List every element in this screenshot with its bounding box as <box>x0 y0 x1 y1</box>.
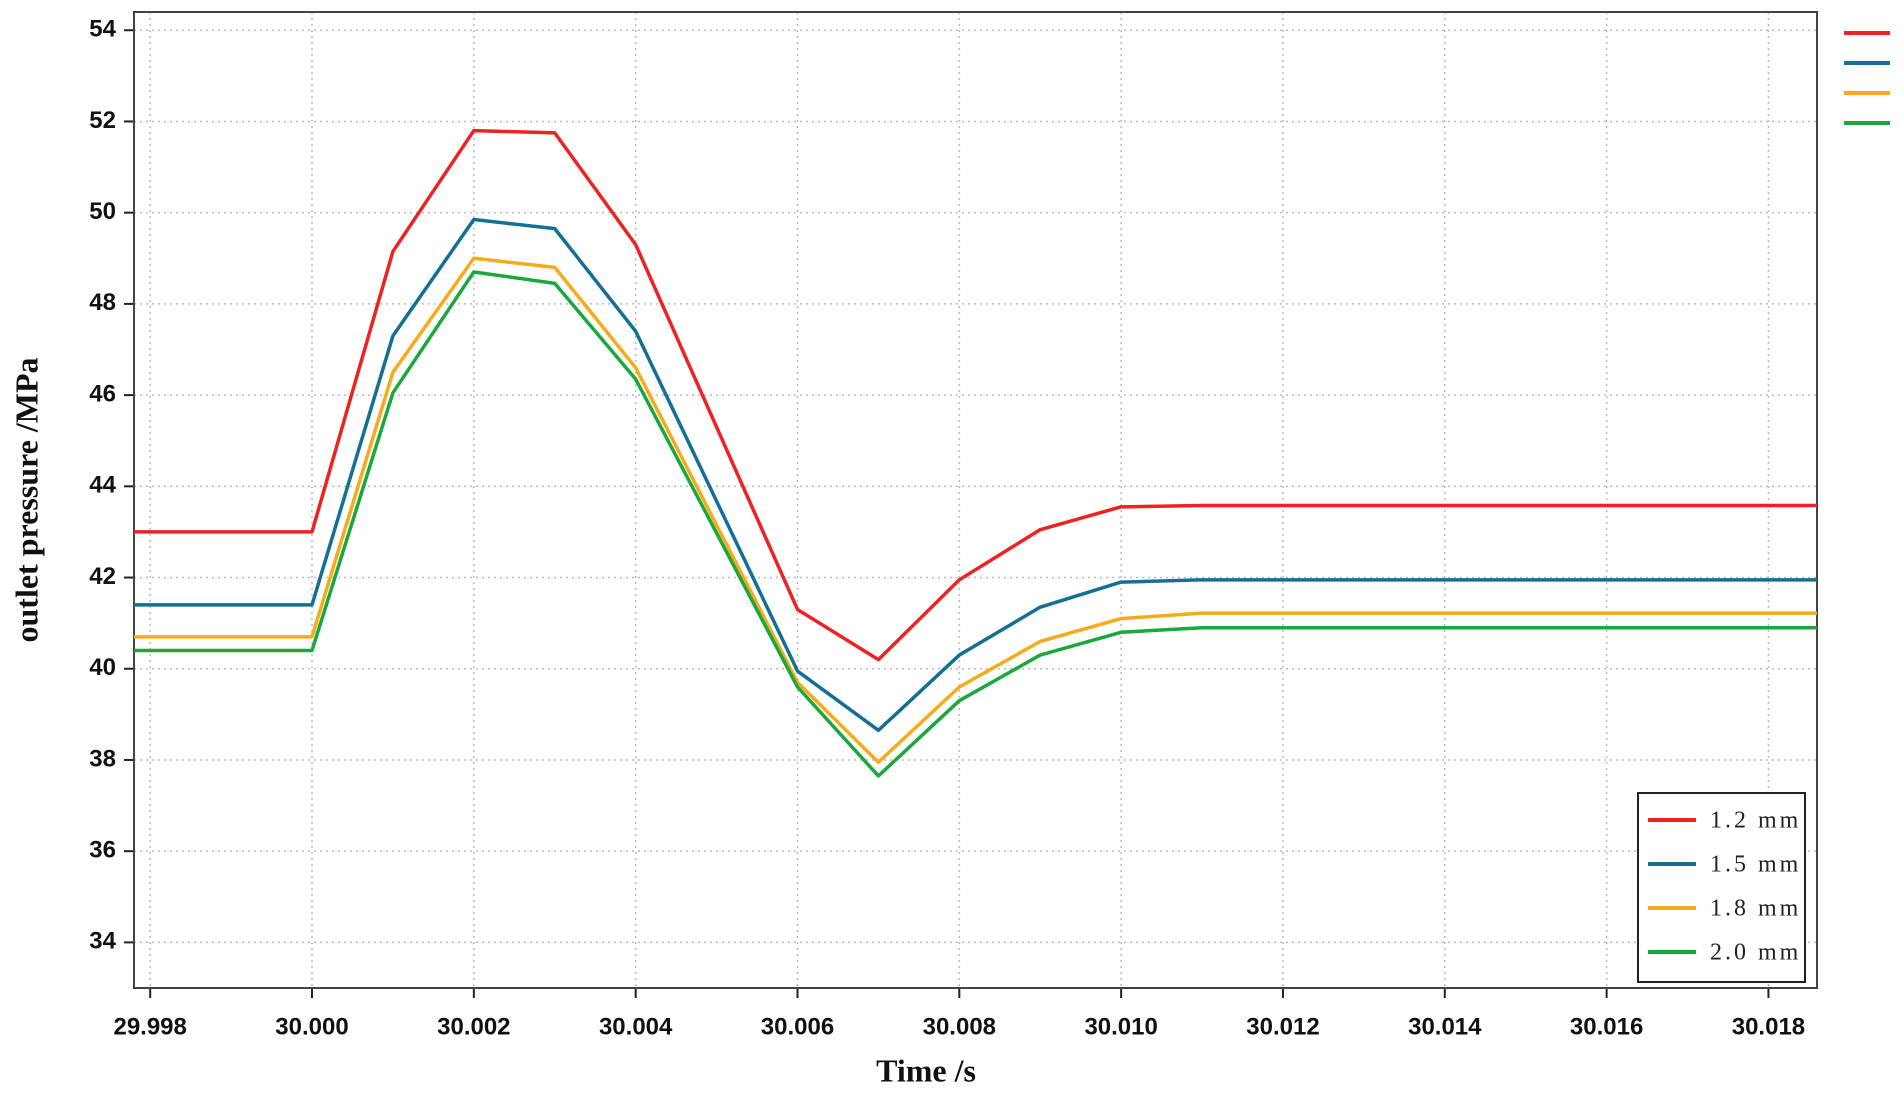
x-tick-label: 30.006 <box>761 1013 834 1040</box>
y-tick-label: 44 <box>89 472 116 499</box>
x-tick-label: 30.016 <box>1570 1013 1643 1040</box>
legend-label: 1.8 mm <box>1710 896 1801 922</box>
legend-label: 1.2 mm <box>1710 808 1801 834</box>
y-tick-label: 40 <box>89 654 116 681</box>
y-tick-label: 42 <box>89 563 116 590</box>
x-tick-label: 30.014 <box>1408 1013 1482 1040</box>
legend-label: 1.5 mm <box>1710 852 1801 878</box>
y-tick-label: 54 <box>89 16 116 43</box>
series-line <box>134 256 1817 764</box>
series-line <box>134 217 1817 733</box>
x-tick-label: 29.998 <box>113 1013 186 1040</box>
y-tick-label: 38 <box>89 745 116 772</box>
y-tick-label: 48 <box>89 289 116 316</box>
x-tick-label: 30.012 <box>1246 1013 1319 1040</box>
x-tick-label: 30.000 <box>275 1013 348 1040</box>
series-line <box>134 270 1817 778</box>
x-axis-title: Time /s <box>876 1052 976 1088</box>
y-tick-label: 46 <box>89 380 116 407</box>
y-tick-label: 50 <box>89 198 116 225</box>
y-tick-label: 34 <box>89 928 116 955</box>
y-axis-title: outlet pressure /MPa <box>8 358 44 643</box>
x-tick-label: 30.008 <box>923 1013 996 1040</box>
x-tick-label: 30.004 <box>599 1013 673 1040</box>
y-tick-label: 52 <box>89 107 116 134</box>
legend-label: 2.0 mm <box>1710 940 1801 966</box>
x-tick-label: 30.002 <box>437 1013 510 1040</box>
plot-frame <box>133 11 1818 989</box>
y-tick-label: 36 <box>89 837 116 864</box>
x-tick-label: 30.010 <box>1084 1013 1157 1040</box>
x-tick-label: 30.018 <box>1732 1013 1805 1040</box>
series-line <box>134 128 1817 662</box>
